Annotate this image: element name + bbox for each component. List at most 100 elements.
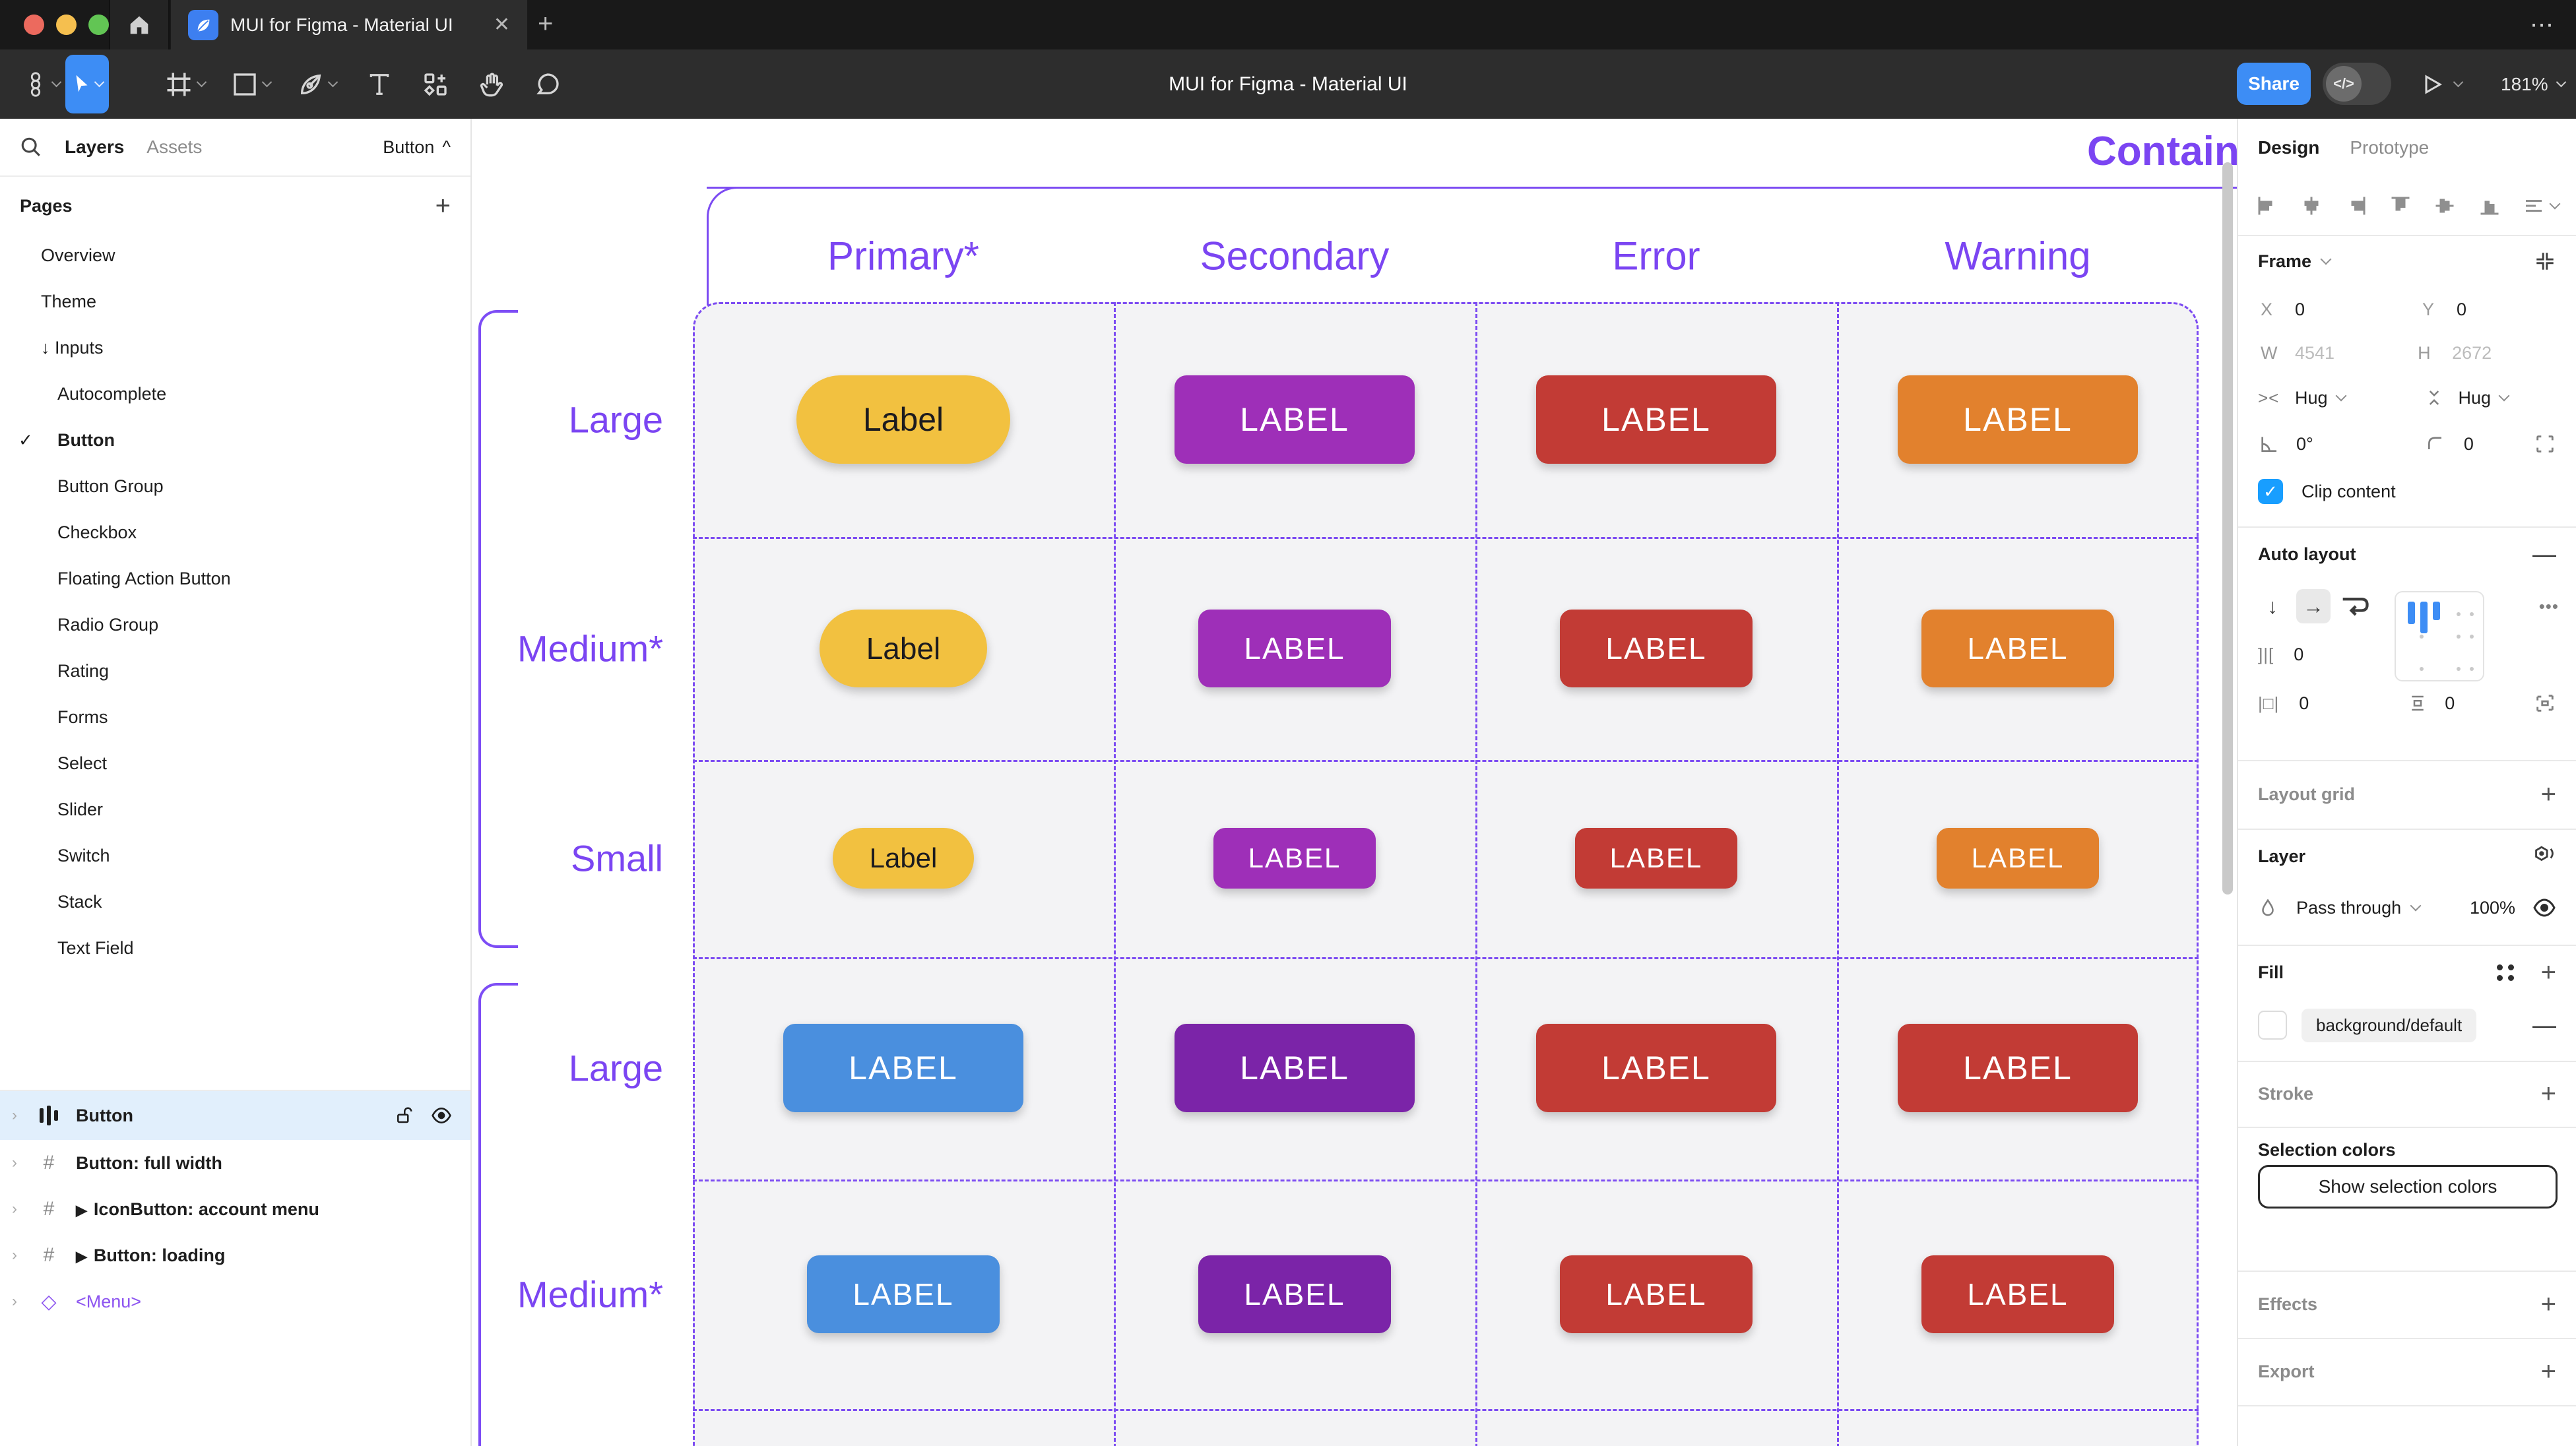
page-item-switch[interactable]: Switch <box>0 833 470 879</box>
padding-horizontal-value[interactable]: 0 <box>2299 693 2309 713</box>
unlock-icon[interactable] <box>394 1106 414 1125</box>
expand-chevron-icon[interactable]: › <box>12 1246 17 1264</box>
fill-styles-icon[interactable] <box>2496 964 2515 981</box>
page-item-floating-action-button[interactable]: Floating Action Button <box>0 555 470 602</box>
tab-close-icon[interactable]: ✕ <box>493 14 510 36</box>
remove-fill-button[interactable]: — <box>2532 1011 2556 1038</box>
page-item-button[interactable]: ✓ Button <box>0 417 470 463</box>
page-item-inputs[interactable]: ↓ Inputs <box>0 325 470 371</box>
home-button[interactable] <box>109 0 170 49</box>
page-item-radio-group[interactable]: Radio Group <box>0 602 470 648</box>
rotation-value[interactable]: 0° <box>2296 433 2313 454</box>
layout-wrap-icon[interactable] <box>2337 589 2371 623</box>
page-item-checkbox[interactable]: Checkbox <box>0 509 470 555</box>
independent-padding-icon[interactable] <box>2534 692 2556 714</box>
pen-tool[interactable] <box>290 49 343 119</box>
visibility-eye-icon[interactable] <box>2532 896 2556 920</box>
frame-title[interactable]: Frame <box>2258 251 2312 271</box>
add-stroke-button[interactable]: + <box>2540 1079 2556 1108</box>
page-item-theme[interactable]: Theme <box>0 278 470 325</box>
main-menu-button[interactable] <box>18 49 65 119</box>
specimen-button-medium-warning[interactable]: LABEL <box>1921 1255 2114 1333</box>
specimen-button-large-warning[interactable]: LABEL <box>1898 1024 2138 1112</box>
layout-right-button-selected[interactable]: → <box>2296 589 2331 623</box>
specimen-button-medium-warning[interactable]: LABEL <box>1921 610 2114 687</box>
frame-tool[interactable] <box>158 49 211 119</box>
text-tool[interactable] <box>360 49 399 119</box>
add-layout-grid-button[interactable]: + <box>2540 779 2556 809</box>
window-more-icon[interactable]: ⋯ <box>2530 11 2556 38</box>
tab-design[interactable]: Design <box>2258 137 2320 158</box>
clip-content-checkbox[interactable]: ✓ <box>2258 479 2283 504</box>
dev-mode-toggle[interactable]: </> <box>2323 63 2391 105</box>
layer-item-iconbutton-account-menu[interactable]: › # ▶ IconButton: account menu <box>0 1186 470 1232</box>
specimen-button-medium-secondary[interactable]: LABEL <box>1198 1255 1391 1333</box>
canvas-scrollbar[interactable] <box>2222 162 2233 895</box>
gap-value[interactable]: 0 <box>2294 644 2304 664</box>
document-tab[interactable]: MUI for Figma - Material UI ✕ <box>171 0 527 49</box>
layer-item-button-full-width[interactable]: › # Button: full width <box>0 1140 470 1186</box>
search-icon[interactable] <box>20 136 42 158</box>
page-item-select[interactable]: Select <box>0 740 470 786</box>
move-tool-selected[interactable] <box>65 55 109 113</box>
layer-item-button[interactable]: › Button <box>0 1091 470 1140</box>
expand-chevron-icon[interactable]: › <box>12 1292 17 1310</box>
specimen-button-small-primary[interactable]: Label <box>833 828 974 889</box>
specimen-button-large-secondary[interactable]: LABEL <box>1175 375 1415 464</box>
present-button[interactable] <box>2420 49 2464 119</box>
layer-item--menu-[interactable]: › ◇ <Menu> <box>0 1278 470 1325</box>
tab-assets[interactable]: Assets <box>146 137 203 157</box>
align-v-center-icon[interactable] <box>2433 194 2457 218</box>
specimen-button-large-primary[interactable]: LABEL <box>783 1024 1023 1112</box>
traffic-minimize-button[interactable] <box>56 15 77 35</box>
page-item-forms[interactable]: Forms <box>0 694 470 740</box>
tab-prototype[interactable]: Prototype <box>2350 137 2430 158</box>
w-value[interactable]: 4541 <box>2295 342 2335 363</box>
specimen-button-medium-primary[interactable]: Label <box>820 610 987 687</box>
tab-layers[interactable]: Layers <box>65 137 125 157</box>
x-value[interactable]: 0 <box>2295 299 2305 319</box>
layout-down-button[interactable]: ↓ <box>2267 594 2278 618</box>
traffic-zoom-button[interactable] <box>88 15 109 35</box>
specimen-button-large-secondary[interactable]: LABEL <box>1175 1024 1415 1112</box>
hug-horizontal[interactable]: Hug <box>2295 387 2328 408</box>
page-item-overview[interactable]: Overview <box>0 232 470 278</box>
remove-auto-layout-button[interactable]: — <box>2532 540 2556 567</box>
specimen-button-large-warning[interactable]: LABEL <box>1898 375 2138 464</box>
align-bottom-icon[interactable] <box>2478 194 2501 218</box>
specimen-button-medium-primary[interactable]: LABEL <box>807 1255 1000 1333</box>
expand-chevron-icon[interactable]: › <box>12 1106 17 1124</box>
show-selection-colors-button[interactable]: Show selection colors <box>2258 1165 2558 1209</box>
align-h-center-icon[interactable] <box>2300 194 2323 218</box>
traffic-close-button[interactable] <box>24 15 44 35</box>
specimen-button-small-secondary[interactable]: LABEL <box>1213 828 1376 889</box>
align-left-icon[interactable] <box>2255 194 2279 218</box>
alignment-grid[interactable] <box>2395 591 2484 681</box>
collapse-panel-icon[interactable] <box>2534 250 2556 272</box>
add-fill-button[interactable]: + <box>2540 957 2556 987</box>
layer-item-button-loading[interactable]: › # ▶ Button: loading <box>0 1232 470 1278</box>
comment-tool[interactable] <box>528 49 567 119</box>
add-effect-button[interactable]: + <box>2540 1289 2556 1319</box>
distribute-menu[interactable] <box>2522 194 2561 218</box>
page-item-stack[interactable]: Stack <box>0 879 470 925</box>
current-page-selector[interactable]: Button ^ <box>383 137 451 158</box>
add-export-button[interactable]: + <box>2540 1356 2556 1386</box>
specimen-button-large-error[interactable]: LABEL <box>1536 375 1776 464</box>
expand-chevron-icon[interactable]: › <box>12 1154 17 1172</box>
auto-layout-more-icon[interactable]: ••• <box>2538 596 2559 616</box>
page-item-text-field[interactable]: Text Field <box>0 925 470 971</box>
corner-radius-value[interactable]: 0 <box>2463 433 2474 454</box>
specimen-button-large-primary[interactable]: Label <box>796 375 1010 464</box>
page-item-button-group[interactable]: Button Group <box>0 463 470 509</box>
eye-icon[interactable] <box>431 1105 452 1126</box>
zoom-menu[interactable]: 181% <box>2501 49 2566 119</box>
y-value[interactable]: 0 <box>2457 299 2467 319</box>
hug-vertical[interactable]: Hug <box>2458 387 2492 408</box>
specimen-button-medium-error[interactable]: LABEL <box>1560 1255 1753 1333</box>
padding-vertical-value[interactable]: 0 <box>2445 693 2455 713</box>
opacity-value[interactable]: 100% <box>2469 897 2515 918</box>
share-button[interactable]: Share <box>2237 63 2311 105</box>
new-tab-button[interactable]: + <box>538 9 554 38</box>
hand-tool[interactable] <box>472 49 511 119</box>
